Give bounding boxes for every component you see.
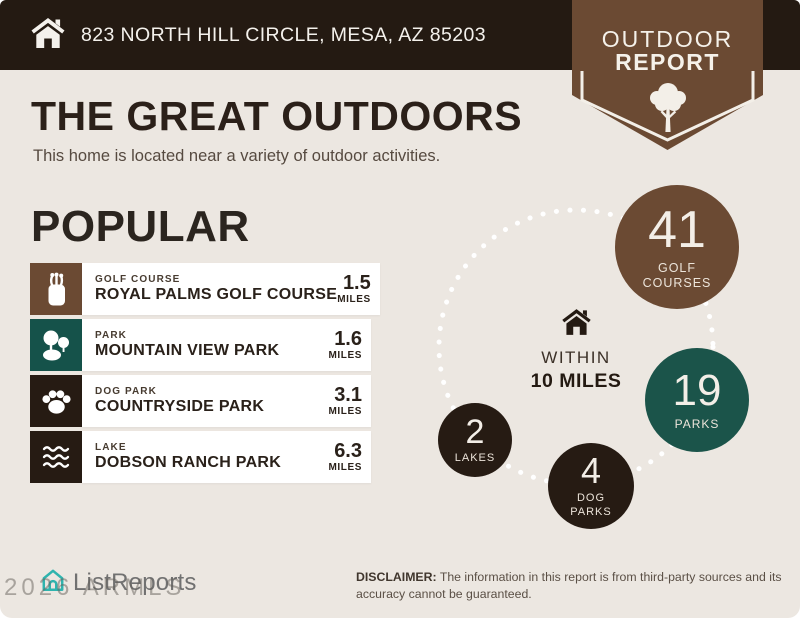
poi-category: GOLF COURSE — [95, 274, 181, 285]
poi-category: LAKE — [95, 442, 127, 453]
mls-watermark: 2026 ARMLS — [4, 574, 186, 601]
bubble-value: 2 — [465, 412, 485, 451]
miles-label: 10 MILES — [530, 370, 622, 392]
poi-distance: 1.6 MILES — [328, 329, 362, 361]
disclaimer-text: The information in this report is from t… — [356, 570, 782, 602]
bubble-label: GOLF COURSES — [642, 260, 712, 290]
bubble-label: PARKS — [674, 416, 720, 431]
poi-category: DOG PARK — [95, 386, 157, 397]
poi-distance: 3.1 MILES — [328, 385, 362, 417]
poi-category: PARK — [95, 330, 127, 341]
poi-distance-unit: MILES — [328, 462, 362, 473]
page-subtitle: This home is located near a variety of o… — [33, 147, 441, 165]
poi-distance: 1.5 MILES — [337, 273, 371, 305]
list-item-dog-park: DOG PARK COUNTRYSIDE PARK 3.1 MILES — [30, 375, 371, 427]
waves-icon — [30, 431, 82, 483]
bubble-parks: 19 PARKS — [645, 348, 749, 452]
outdoor-report-badge: OUTDOOR REPORT — [572, 0, 763, 152]
bubble-golf-courses: 41 GOLF COURSES — [615, 185, 739, 309]
bubble-value: 4 — [580, 450, 602, 492]
paw-icon — [30, 375, 82, 427]
bubble-label: DOG PARKS — [570, 492, 612, 518]
badge-title-line2: REPORT — [615, 49, 720, 75]
poi-name: COUNTRYSIDE PARK — [95, 398, 265, 415]
poi-distance-value: 3.1 — [334, 384, 362, 406]
list-item-park: PARK MOUNTAIN VIEW PARK 1.6 MILES — [30, 319, 371, 371]
popular-list: GOLF COURSE ROYAL PALMS GOLF COURSE 1.5 … — [30, 263, 380, 487]
park-trees-icon — [30, 319, 82, 371]
list-item-lake: LAKE DOBSON RANCH PARK 6.3 MILES — [30, 431, 371, 483]
bubble-dog-parks: 4 DOG PARKS — [548, 443, 634, 529]
poi-name: MOUNTAIN VIEW PARK — [95, 342, 280, 359]
poi-name: DOBSON RANCH PARK — [95, 454, 282, 471]
radius-center-label: WITHIN 10 MILES — [506, 308, 646, 393]
poi-card: GOLF COURSE ROYAL PALMS GOLF COURSE 1.5 … — [82, 263, 380, 315]
listreports-logo: ListReports — [40, 567, 197, 598]
poi-card: LAKE DOBSON RANCH PARK 6.3 MILES — [82, 431, 371, 483]
poi-distance-value: 6.3 — [334, 440, 362, 462]
bubble-value: 19 — [672, 365, 722, 415]
poi-card: DOG PARK COUNTRYSIDE PARK 3.1 MILES — [82, 375, 371, 427]
golf-bag-icon — [30, 263, 82, 315]
bubble-value: 41 — [648, 200, 706, 259]
logo-text: ListReports — [73, 568, 197, 596]
badge-title-line1: OUTDOOR — [601, 26, 734, 52]
bubble-label: LAKES — [454, 451, 496, 464]
tree-icon — [647, 82, 689, 139]
poi-distance-unit: MILES — [328, 350, 362, 361]
home-icon-dark — [561, 308, 592, 341]
poi-distance-unit: MILES — [337, 294, 371, 305]
poi-distance-value: 1.6 — [334, 328, 362, 350]
poi-distance: 6.3 MILES — [328, 441, 362, 473]
poi-distance-value: 1.5 — [342, 272, 371, 294]
list-item-golf-course: GOLF COURSE ROYAL PALMS GOLF COURSE 1.5 … — [30, 263, 380, 315]
disclaimer-label: DISCLAIMER: — [356, 570, 437, 584]
poi-name: ROYAL PALMS GOLF COURSE — [95, 286, 338, 303]
popular-heading: POPULAR — [31, 202, 250, 251]
badge-shape — [572, 0, 763, 150]
disclaimer: DISCLAIMER: The information in this repo… — [356, 569, 788, 604]
home-icon — [30, 17, 66, 54]
bubble-lakes: 2 LAKES — [438, 403, 512, 477]
poi-card: PARK MOUNTAIN VIEW PARK 1.6 MILES — [82, 319, 371, 371]
page-title: THE GREAT OUTDOORS — [31, 93, 523, 139]
within-label: WITHIN — [541, 348, 611, 367]
listreports-house-icon — [40, 567, 66, 598]
poi-distance-unit: MILES — [328, 406, 362, 417]
property-address: 823 NORTH HILL CIRCLE, MESA, AZ 85203 — [81, 23, 486, 46]
